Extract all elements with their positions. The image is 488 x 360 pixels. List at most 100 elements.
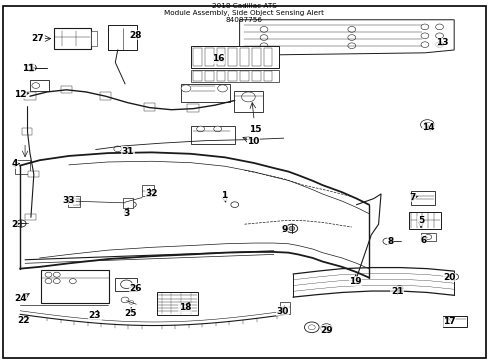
Bar <box>122 198 133 208</box>
Bar <box>143 103 155 111</box>
Circle shape <box>435 24 443 30</box>
Bar <box>263 71 272 81</box>
Text: 17: 17 <box>442 318 455 327</box>
Circle shape <box>181 85 190 92</box>
Bar <box>181 84 229 102</box>
Bar <box>54 28 91 49</box>
Text: 29: 29 <box>320 326 332 335</box>
Bar <box>108 25 137 50</box>
Bar <box>73 199 80 205</box>
Circle shape <box>320 324 331 332</box>
Bar <box>21 128 32 135</box>
Circle shape <box>420 42 428 48</box>
Circle shape <box>129 301 134 304</box>
Circle shape <box>53 272 60 277</box>
Circle shape <box>347 27 355 32</box>
Circle shape <box>45 279 52 284</box>
Text: 13: 13 <box>435 39 447 48</box>
Text: 30: 30 <box>276 307 288 316</box>
Text: 12: 12 <box>14 90 26 99</box>
Text: 26: 26 <box>129 284 142 293</box>
Text: 2: 2 <box>11 220 18 229</box>
Circle shape <box>285 224 297 233</box>
Circle shape <box>420 24 428 30</box>
Circle shape <box>260 43 267 49</box>
Circle shape <box>114 146 122 152</box>
Circle shape <box>382 238 391 244</box>
Circle shape <box>26 64 36 71</box>
Bar <box>15 160 30 175</box>
Text: 19: 19 <box>348 276 361 285</box>
Polygon shape <box>239 20 453 55</box>
Bar <box>115 278 137 291</box>
Bar <box>193 48 202 66</box>
Circle shape <box>121 297 129 303</box>
Bar <box>420 233 435 241</box>
Circle shape <box>213 126 221 132</box>
Bar <box>233 91 263 112</box>
Text: 24: 24 <box>14 294 26 303</box>
Bar <box>142 185 154 197</box>
Circle shape <box>121 280 132 289</box>
Circle shape <box>424 234 431 239</box>
Circle shape <box>304 322 319 333</box>
Text: 16: 16 <box>212 54 224 63</box>
Bar <box>251 48 260 66</box>
Circle shape <box>449 274 458 280</box>
Circle shape <box>347 43 355 49</box>
Bar <box>240 48 248 66</box>
Bar <box>24 92 36 100</box>
Bar <box>193 71 202 81</box>
Text: 14: 14 <box>421 123 434 132</box>
Text: 4: 4 <box>11 159 18 168</box>
Circle shape <box>217 85 227 92</box>
Bar <box>279 302 290 314</box>
Circle shape <box>288 226 294 231</box>
Text: 15: 15 <box>248 126 261 135</box>
Circle shape <box>241 92 255 102</box>
Circle shape <box>308 325 315 330</box>
Circle shape <box>435 42 443 48</box>
Text: 31: 31 <box>122 147 134 156</box>
Text: 23: 23 <box>88 311 101 320</box>
Circle shape <box>324 326 328 330</box>
Bar <box>190 126 234 144</box>
Text: 32: 32 <box>145 189 158 198</box>
Text: 18: 18 <box>179 303 191 312</box>
Bar <box>228 48 237 66</box>
Bar <box>240 71 248 81</box>
Bar <box>157 292 198 315</box>
Text: 6: 6 <box>420 236 426 245</box>
Bar <box>251 71 260 81</box>
Text: 1: 1 <box>221 191 227 200</box>
Text: 25: 25 <box>124 309 137 318</box>
Bar <box>228 71 237 81</box>
Bar <box>25 213 36 220</box>
Bar <box>204 48 213 66</box>
Text: 2018 Cadillac ATS
Module Assembly, Side Object Sensing Alert
84087756: 2018 Cadillac ATS Module Assembly, Side … <box>164 3 324 23</box>
Text: 8: 8 <box>387 237 393 246</box>
Circle shape <box>69 279 76 284</box>
Circle shape <box>32 83 40 89</box>
Text: 11: 11 <box>22 64 35 73</box>
Bar <box>41 270 109 303</box>
Text: 20: 20 <box>442 273 454 282</box>
Bar <box>61 86 72 93</box>
Bar <box>100 92 111 100</box>
Circle shape <box>196 126 204 132</box>
Circle shape <box>45 272 52 277</box>
Circle shape <box>347 35 355 40</box>
Bar <box>68 197 80 207</box>
Text: 21: 21 <box>390 287 403 296</box>
Bar <box>30 80 49 91</box>
Bar <box>190 46 278 68</box>
Bar <box>410 192 434 205</box>
Circle shape <box>420 120 433 130</box>
Bar <box>187 104 199 112</box>
Circle shape <box>260 27 267 32</box>
Circle shape <box>423 122 430 127</box>
Text: 22: 22 <box>18 316 30 325</box>
Text: 7: 7 <box>409 193 415 202</box>
Circle shape <box>230 202 238 207</box>
Circle shape <box>128 202 136 207</box>
